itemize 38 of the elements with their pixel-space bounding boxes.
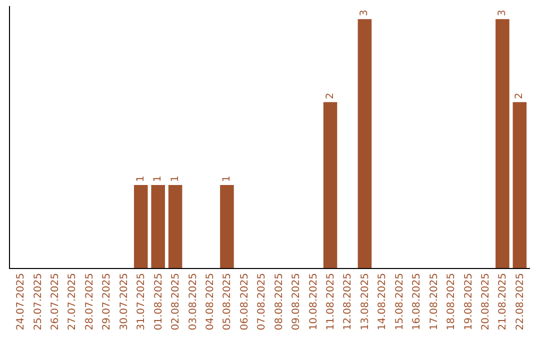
x-tick-label: 08.08.2025 [274,273,285,330]
x-tick-label: 29.07.2025 [102,273,113,330]
x-tick-label: 31.07.2025 [136,273,148,330]
x-tick-label: 25.07.2025 [32,273,44,330]
x-tick-label: 11.08.2025 [326,273,337,330]
x-tick-label: 09.08.2025 [291,273,302,330]
x-tick-label: 04.08.2025 [204,273,216,330]
x-tick-label: 24.07.2025 [16,273,27,330]
x-tick-label: 13.08.2025 [360,273,371,330]
x-tick-label: 02.08.2025 [170,273,182,330]
x-tick-label: 22.08.2025 [514,273,526,330]
x-tick-label: 01.08.2025 [153,273,164,330]
data-label: 1 [135,176,146,182]
x-tick-label: 27.07.2025 [67,273,78,330]
x-tick-label: 16.08.2025 [412,273,423,330]
data-label: 2 [324,92,336,100]
x-tick-label: 19.08.2025 [463,273,474,330]
data-label: 3 [359,10,370,16]
x-tick-label: 15.08.2025 [394,273,406,330]
data-label: 1 [170,176,181,182]
x-tick-label: 03.08.2025 [188,273,199,330]
x-tick-label: 21.08.2025 [498,273,509,330]
x-tick-label: 28.07.2025 [84,273,96,330]
x-tick-label: 30.07.2025 [118,273,130,330]
data-label: 3 [496,10,508,16]
x-tick-label: 17.08.2025 [428,273,440,330]
x-tick-label: 10.08.2025 [308,273,320,330]
x-tick-label: 07.08.2025 [256,273,268,330]
x-tick-label: 18.08.2025 [446,273,458,330]
data-label: 1 [152,176,164,182]
x-tick-label: 26.07.2025 [50,273,62,330]
x-tick-label: 14.08.2025 [377,273,388,330]
x-tick-label: 05.08.2025 [222,273,234,330]
data-label: 1 [221,176,232,182]
x-tick-label: 12.08.2025 [342,273,354,330]
x-tick-label: 06.08.2025 [239,273,250,330]
data-label: 2 [514,92,526,100]
x-tick-label: 20.08.2025 [480,273,492,330]
